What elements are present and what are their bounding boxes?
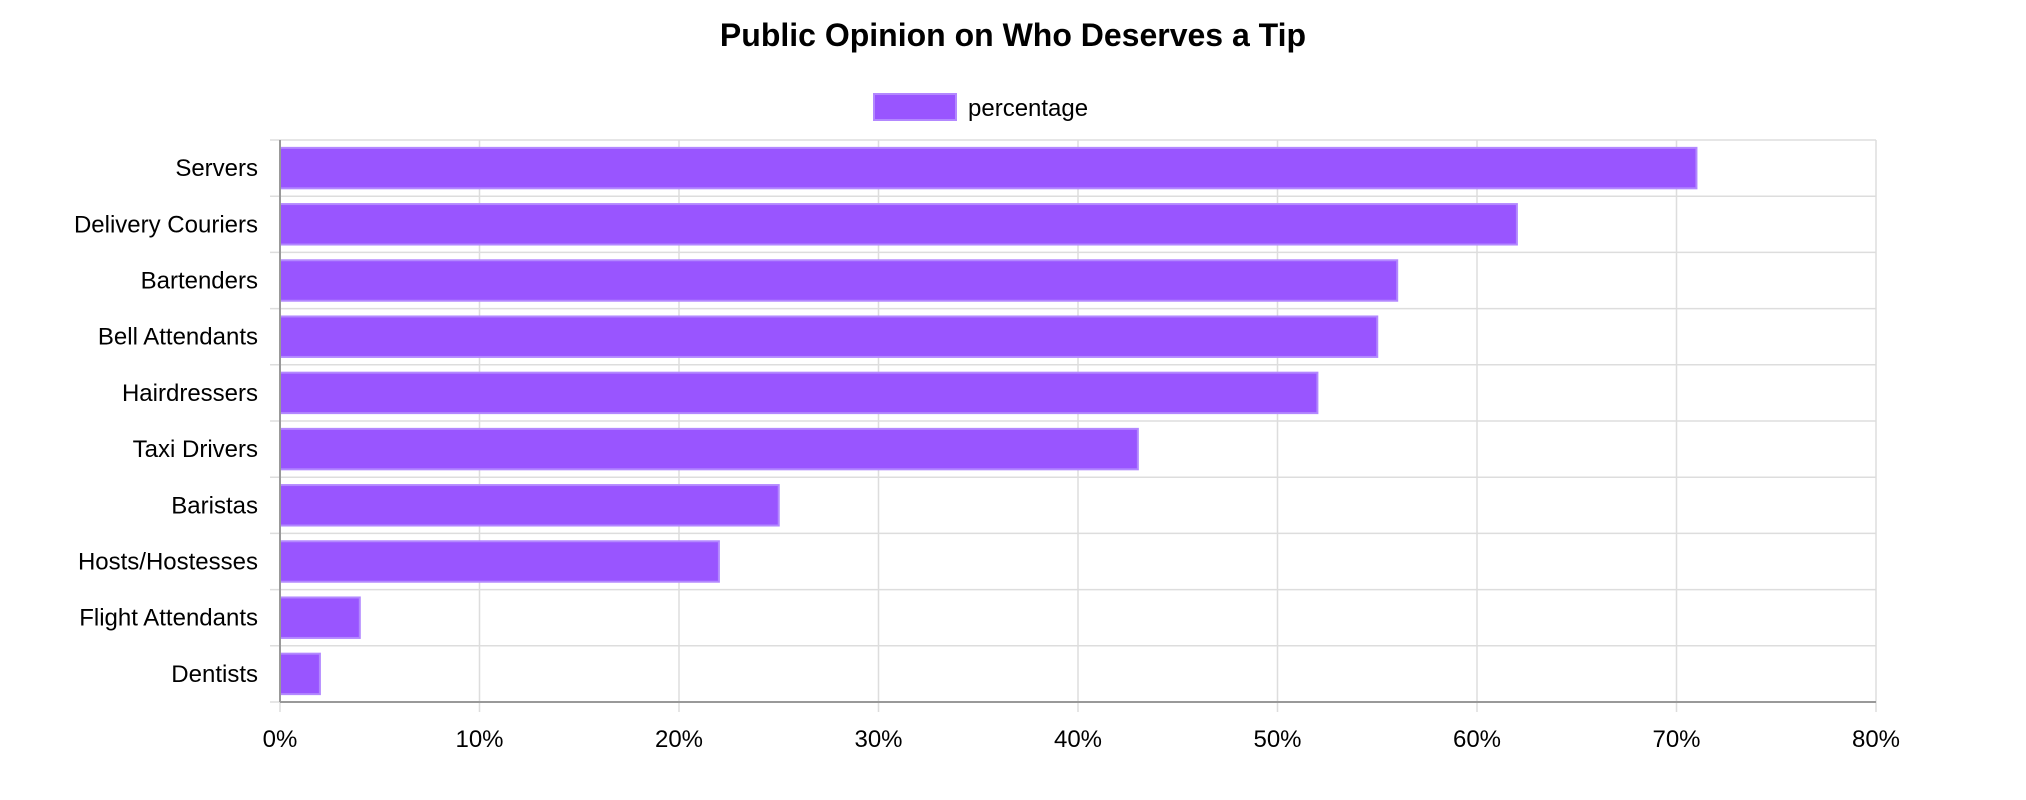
bar (279, 371, 1319, 415)
x-tick-label: 10% (455, 726, 503, 753)
x-tick-label: 0% (263, 726, 298, 753)
x-tick-label: 30% (854, 726, 902, 753)
x-tick-label: 40% (1054, 726, 1102, 753)
bar (279, 259, 1399, 302)
bar (279, 484, 780, 527)
x-tick-label: 20% (655, 726, 703, 753)
legend-label: percentage (968, 95, 1088, 122)
bar (279, 203, 1518, 246)
y-category-label: Bell Attendants (98, 324, 258, 351)
x-tick-label: 70% (1652, 726, 1700, 753)
y-category-label: Taxi Drivers (133, 436, 258, 463)
y-category-label: Baristas (171, 492, 258, 519)
x-tick-label: 80% (1852, 726, 1900, 753)
y-category-label: Bartenders (141, 268, 258, 295)
y-category-label: Flight Attendants (79, 605, 258, 632)
bar (279, 652, 321, 696)
chart-title: Public Opinion on Who Deserves a Tip (720, 17, 1306, 53)
bar (279, 596, 361, 639)
legend: percentage (873, 93, 1088, 122)
x-tick-label: 50% (1253, 726, 1301, 753)
legend-swatch (873, 93, 957, 121)
bar (279, 146, 1698, 190)
y-category-label: Hosts/Hostesses (78, 549, 258, 576)
y-category-label: Delivery Couriers (74, 211, 258, 238)
y-category-label: Servers (175, 155, 258, 182)
bars (279, 146, 1698, 696)
x-axis-labels: 0% 10% 20% 30% 40% 50% 60% 70% 80% (263, 726, 1900, 753)
bar (279, 427, 1139, 471)
bar (279, 540, 720, 583)
y-category-label: Dentists (171, 661, 258, 688)
bar (279, 315, 1379, 358)
y-category-label: Hairdressers (122, 380, 258, 407)
axes (279, 140, 1876, 703)
y-axis-labels: Servers Delivery Couriers Bartenders Bell A… (74, 155, 258, 688)
x-tick-label: 60% (1453, 726, 1501, 753)
